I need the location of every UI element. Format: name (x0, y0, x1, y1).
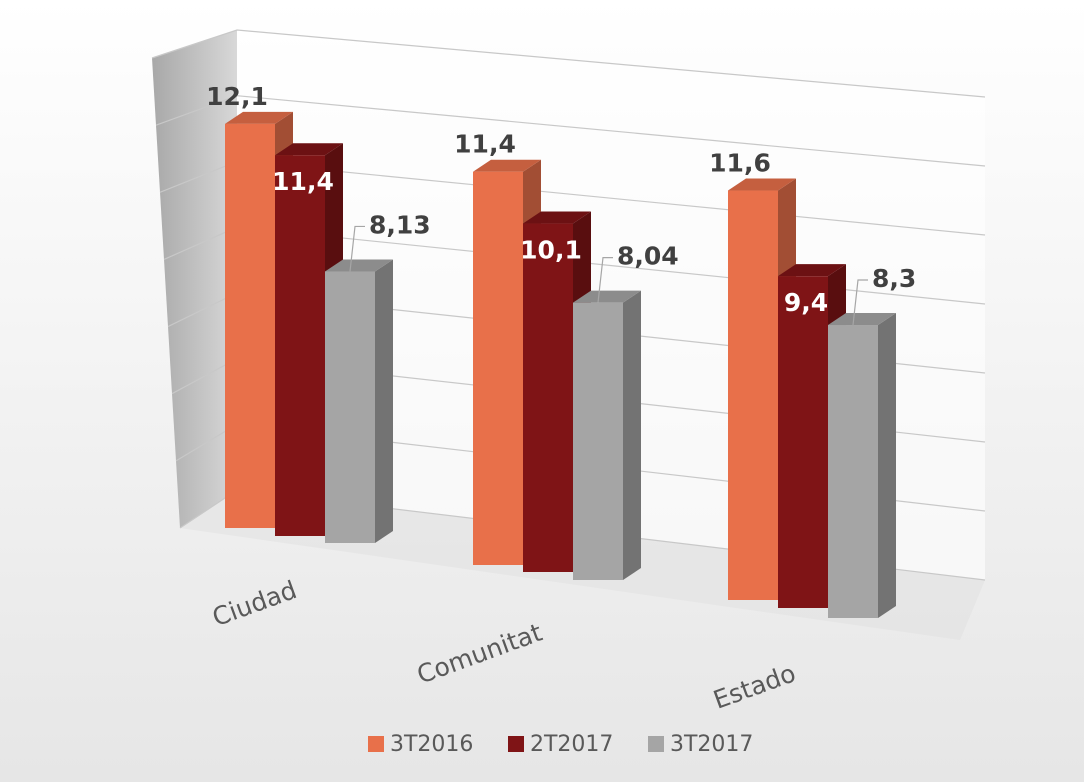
legend-swatch (648, 736, 664, 752)
legend-label: 3T2016 (390, 732, 473, 757)
value-label: 11,4 (454, 130, 516, 159)
side-wall (152, 30, 237, 528)
bar-top (325, 259, 393, 272)
leader-line (349, 225, 365, 272)
legend-label: 3T2017 (670, 732, 753, 757)
bar-top (225, 111, 293, 124)
value-label: 8,04 (617, 242, 679, 271)
bar-top (828, 313, 896, 326)
value-label: 10,1 (520, 236, 582, 265)
bar (225, 123, 275, 529)
bar (325, 271, 375, 543)
bar-side (375, 259, 393, 543)
bar-top (778, 264, 846, 277)
legend: 3T2016 2T2017 3T2017 (368, 732, 753, 757)
bar-top (573, 290, 641, 303)
bar (778, 276, 828, 608)
legend-swatch (368, 736, 384, 752)
bar-side (878, 313, 896, 618)
bar (473, 171, 523, 565)
value-label: 8,3 (872, 264, 916, 293)
bar (828, 325, 878, 618)
bar-side (623, 290, 641, 580)
bar-top (523, 211, 591, 224)
bar (728, 190, 778, 600)
leader-line (852, 279, 868, 326)
legend-swatch (508, 736, 524, 752)
value-label: 11,6 (709, 149, 771, 178)
bar (275, 155, 325, 537)
grid-line (151, 29, 986, 98)
grid-line (155, 95, 986, 167)
bar-top (473, 159, 541, 172)
bar-top (728, 178, 796, 191)
bar (523, 223, 573, 573)
value-label: 8,13 (369, 210, 431, 239)
leader-line (597, 257, 613, 303)
value-label: 11,4 (272, 167, 334, 196)
bar (573, 302, 623, 580)
value-label: 12,1 (206, 82, 268, 111)
value-label: 9,4 (784, 288, 828, 317)
legend-label: 2T2017 (530, 732, 613, 757)
bar-top (275, 143, 343, 156)
